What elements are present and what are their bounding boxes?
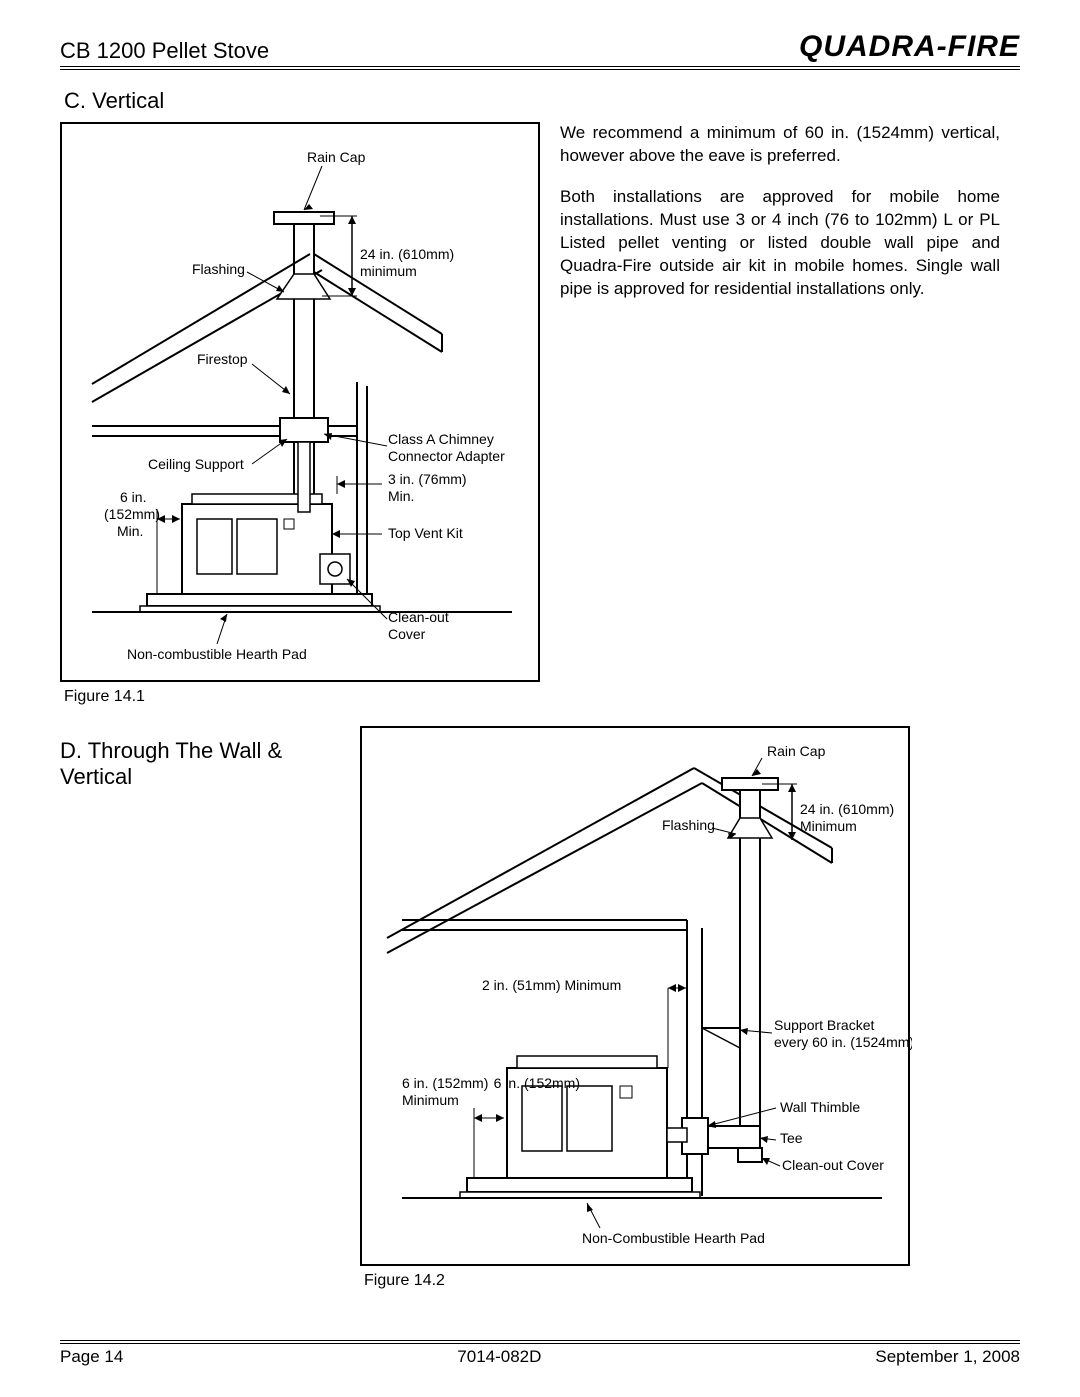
label2-rain-cap: Rain Cap: [767, 743, 826, 759]
figure-14-1: Rain Cap Flashing 24 in. (610mm) minimum…: [60, 122, 540, 682]
figure-14-1-wrap: Rain Cap Flashing 24 in. (610mm) minimum…: [60, 122, 540, 706]
label-flashing: Flashing: [192, 261, 245, 277]
section-c-p1: We recommend a minimum of 60 in. (1524mm…: [560, 122, 1000, 168]
label2-6in-l1: 6 in. (152mm): [494, 1075, 580, 1091]
footer-date: September 1, 2008: [875, 1347, 1020, 1367]
section-d-row: D. Through The Wall & Vertical: [60, 726, 1020, 1290]
page-header: CB 1200 Pellet Stove QUADRA-FIRE: [60, 30, 1020, 70]
section-c-p2: Both installations are approved for mobi…: [560, 186, 1000, 301]
label2-cleanout: Clean-out Cover: [782, 1157, 884, 1173]
figure-14-2-wrap: Rain Cap Flashing 24 in. (610mm) Minimum…: [360, 726, 910, 1290]
footer-doc: 7014-082D: [457, 1347, 541, 1367]
label-6in-l3: Min.: [117, 523, 143, 539]
label-cleanout-l2: Cover: [388, 626, 426, 642]
label-rain-cap: Rain Cap: [307, 149, 366, 165]
label2-tee: Tee: [780, 1130, 803, 1146]
label2-24in-l1: 24 in. (610mm): [800, 801, 894, 817]
label2-support-l2: every 60 in. (1524mm): [774, 1034, 912, 1050]
section-c-body: We recommend a minimum of 60 in. (1524mm…: [560, 122, 1000, 319]
figure-14-1-svg: Rain Cap Flashing 24 in. (610mm) minimum…: [62, 124, 542, 684]
label-24in-l1: 24 in. (610mm): [360, 246, 454, 262]
label2-hearth: Non-Combustible Hearth Pad: [582, 1230, 765, 1246]
figure-14-2-caption: Figure 14.2: [364, 1272, 910, 1290]
label2-24in-l2: Minimum: [800, 818, 857, 834]
figure-14-2-svg: Rain Cap Flashing 24 in. (610mm) Minimum…: [362, 728, 912, 1268]
label-24in-l2: minimum: [360, 263, 417, 279]
label-firestop: Firestop: [197, 351, 248, 367]
label2-wall-thimble: Wall Thimble: [780, 1099, 860, 1115]
section-c-title: C. Vertical: [64, 88, 1020, 114]
label-classa-l2: Connector Adapter: [388, 448, 505, 464]
label2-support-l1: Support Bracket: [774, 1017, 874, 1033]
label2-6in-l2: Minimum: [402, 1092, 459, 1108]
footer-page: Page 14: [60, 1347, 123, 1367]
document-title: CB 1200 Pellet Stove: [60, 38, 269, 64]
page-footer: Page 14 7014-082D September 1, 2008: [60, 1340, 1020, 1367]
label-top-vent: Top Vent Kit: [388, 525, 463, 541]
label-6in-l1: 6 in.: [120, 489, 146, 505]
label-hearth-pad: Non-combustible Hearth Pad: [127, 646, 307, 662]
figure-14-2: Rain Cap Flashing 24 in. (610mm) Minimum…: [360, 726, 910, 1266]
label-3in-l1: 3 in. (76mm): [388, 471, 467, 487]
label-cleanout-l1: Clean-out: [388, 609, 449, 625]
section-d-title: D. Through The Wall & Vertical: [60, 738, 360, 790]
label-3in-l2: Min.: [388, 488, 414, 504]
label2-6in-l1b: 6 in. (152mm): [402, 1075, 488, 1091]
section-c-row: Rain Cap Flashing 24 in. (610mm) minimum…: [60, 122, 1020, 706]
label-classa-l1: Class A Chimney: [388, 431, 494, 447]
label-6in-l2: (152mm): [104, 506, 160, 522]
brand-logo: QUADRA-FIRE: [799, 30, 1020, 64]
label2-flashing: Flashing: [662, 817, 715, 833]
label2-2in: 2 in. (51mm) Minimum: [482, 977, 621, 993]
label-ceiling-support: Ceiling Support: [148, 456, 244, 472]
figure-14-1-caption: Figure 14.1: [64, 688, 540, 706]
